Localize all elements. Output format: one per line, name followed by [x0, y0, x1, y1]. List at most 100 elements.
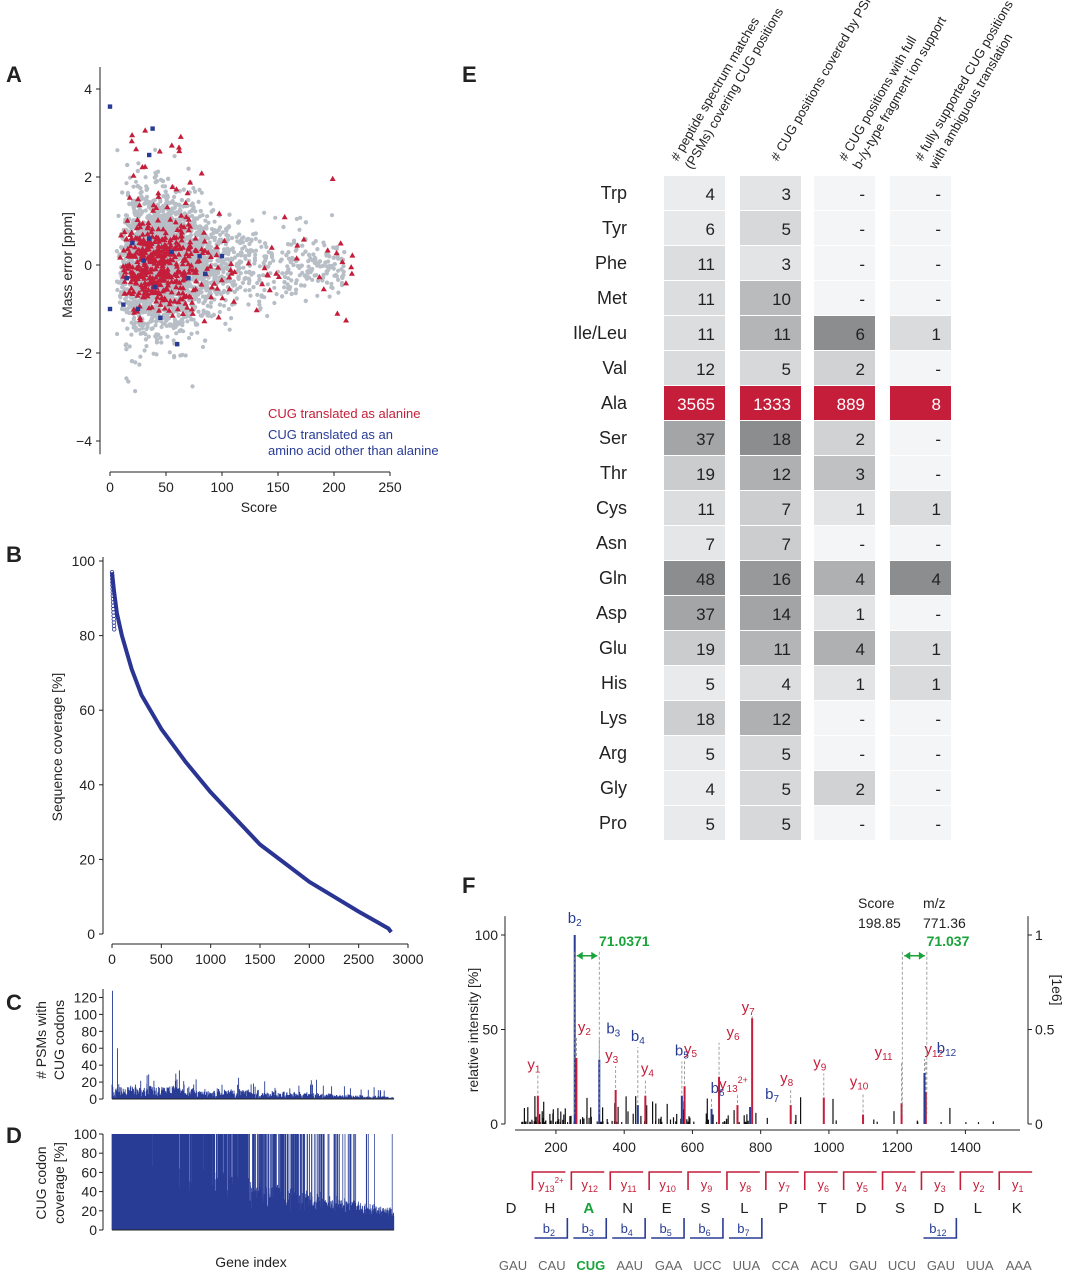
scatter-point [128, 295, 134, 300]
other-aa-point [158, 315, 163, 320]
b-fragment-label: b6 [698, 1221, 710, 1238]
table-cell-bg [664, 281, 725, 315]
ion-label: y8 [780, 1070, 794, 1089]
table-cell: 3 [782, 185, 791, 204]
table-cell-bg [740, 421, 801, 455]
scatter-point [120, 190, 125, 195]
scatter-point [235, 252, 240, 258]
scatter-point [206, 313, 211, 318]
scatter-point [165, 334, 170, 339]
scatter-point [208, 304, 213, 309]
scatter-point [117, 300, 122, 305]
noise-peak [521, 1096, 994, 1124]
table-row-label: Pro [599, 813, 627, 833]
table-cell: 7 [706, 535, 715, 554]
scatter-point [203, 294, 208, 299]
scatter-point [274, 292, 279, 297]
scatter-point [133, 389, 138, 394]
spectrum-x-tick-label: 600 [681, 1139, 705, 1155]
scatter-point [199, 290, 204, 295]
table-cell: 5 [782, 745, 791, 764]
scatter-point [238, 271, 243, 276]
scatter-point [271, 279, 276, 284]
table-cell: 1 [856, 675, 865, 694]
table-cell-bg [814, 771, 875, 805]
table-cell: 889 [837, 395, 865, 414]
table-cell: 6 [706, 220, 715, 239]
alanine-point [337, 240, 344, 246]
table-cell-bg [664, 176, 725, 210]
scatter-point [257, 274, 262, 279]
scatter-point [250, 218, 255, 223]
scatter-point [294, 287, 299, 292]
table-cell: 2 [856, 430, 865, 449]
codon: UCU [888, 1258, 916, 1273]
scatter-point [252, 258, 258, 263]
table-cell-bg [814, 456, 875, 490]
scatter-x-tick-label: 0 [106, 479, 114, 495]
table-cell: - [859, 220, 865, 239]
scatter-point [303, 298, 308, 303]
scatter-point [324, 280, 330, 285]
table-cell-bg [664, 596, 725, 630]
scatter-point [294, 216, 299, 222]
scatter-point [195, 330, 200, 335]
scatter-point [323, 260, 328, 265]
alanine-point [214, 285, 221, 291]
scatter-point [179, 306, 184, 311]
scatter-point [204, 280, 209, 285]
scatter-point [322, 243, 327, 248]
table-header-line: # peptide spectrum matches [668, 14, 763, 163]
scatter-point [225, 257, 230, 262]
codon: GAU [499, 1258, 527, 1273]
scatter-point [331, 255, 336, 260]
other-aa-point [152, 284, 157, 290]
scatter-point [129, 225, 134, 231]
other-aa-point [107, 104, 113, 109]
scatter-point [171, 338, 176, 343]
table-cell: 7 [782, 500, 791, 519]
table-cell-bg [890, 491, 951, 525]
codon: UUA [966, 1258, 994, 1273]
scatter-point [196, 199, 201, 204]
alanine-point [219, 295, 226, 301]
ion-label: y7 [742, 999, 756, 1018]
table-cell-bg [740, 771, 801, 805]
scatter-point [311, 241, 316, 246]
psm-y-tick-label: 40 [81, 1057, 97, 1073]
table-cell: - [859, 710, 865, 729]
scatter-point [224, 232, 229, 237]
scatter-point [221, 266, 226, 271]
line-y-tick-label: 20 [79, 851, 95, 867]
scatter-point [153, 323, 158, 328]
scatter-point [226, 252, 231, 257]
table-cell: 1 [932, 500, 941, 519]
table-cell-bg [814, 491, 875, 525]
y-fragment-label: y1 [1012, 1177, 1024, 1194]
alanine-point [216, 210, 223, 216]
other-aa-point [130, 240, 135, 246]
scatter-point [246, 281, 252, 286]
scatter-point [229, 316, 234, 321]
scatter-point [200, 344, 206, 350]
table-row-label: Gln [599, 568, 627, 588]
scatter-point [233, 282, 238, 287]
table-cell: - [935, 290, 941, 309]
scatter-point [218, 232, 223, 237]
y-fragment-label: y9 [701, 1177, 713, 1194]
spectrum-x-tick-label: 1000 [813, 1139, 844, 1155]
scatter-point [280, 294, 285, 299]
scatter-point [201, 301, 206, 306]
scatter-point [279, 257, 284, 262]
peptide-residue: N [622, 1200, 633, 1217]
ion-label: b3 [606, 1021, 620, 1040]
scatter-point [300, 243, 305, 248]
scatter-point [127, 344, 132, 349]
scatter-point [211, 312, 216, 317]
scatter-point [227, 327, 232, 332]
scatter-point [191, 186, 196, 191]
scatter-point [225, 290, 230, 295]
spectrum-y2-tick-label: 1 [1035, 927, 1043, 943]
table-row-label: His [601, 673, 627, 693]
